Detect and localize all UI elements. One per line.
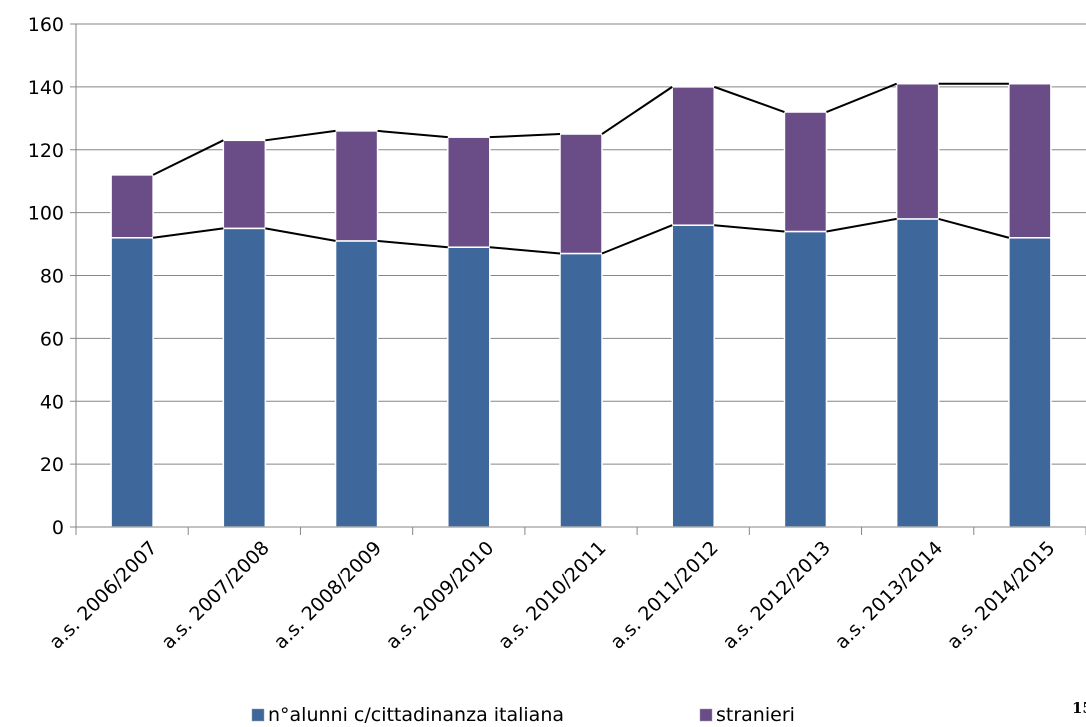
legend-swatch — [699, 708, 713, 722]
series-lines — [152, 82, 1010, 255]
series-line-italian-segment — [152, 227, 224, 239]
bar-foreign — [671, 86, 715, 226]
legend: n°alunni c/cittadinanza italiana stranier… — [251, 704, 795, 726]
series-line-italian-segment — [377, 239, 448, 249]
y-tick-label: 160 — [28, 14, 64, 36]
series-line-italian-segment — [938, 217, 1010, 239]
series-line-italian-segment — [826, 217, 897, 233]
x-tick-label: a.s. 2006/2007 — [45, 537, 162, 654]
x-tick-label: a.s. 2007/2008 — [157, 537, 274, 654]
legend-label: n°alunni c/cittadinanza italiana — [268, 704, 564, 726]
page-number: 15 — [1072, 699, 1086, 717]
series-line-italian-segment — [601, 224, 673, 255]
bar-italian — [559, 252, 603, 528]
bar-foreign — [559, 133, 603, 255]
y-tick-label: 120 — [28, 140, 64, 162]
series-line-total-segment — [152, 139, 224, 176]
x-tick-label: a.s. 2009/2010 — [382, 537, 499, 654]
legend-label: stranieri — [716, 704, 795, 726]
y-tick-label: 20 — [40, 454, 64, 476]
legend-swatch — [251, 708, 265, 722]
bars — [110, 82, 1052, 528]
series-line-total-segment — [265, 129, 336, 142]
x-tick-label: a.s. 2008/2009 — [270, 537, 387, 654]
bar-italian — [1008, 237, 1052, 528]
series-line-italian-segment — [714, 224, 785, 233]
series-line-total-segment — [489, 133, 561, 139]
y-tick-label: 60 — [40, 328, 64, 350]
bar-foreign — [222, 139, 267, 230]
bar-italian — [671, 224, 715, 528]
y-tick-label: 100 — [28, 203, 64, 225]
series-line-total-segment — [601, 86, 673, 135]
bar-italian — [334, 240, 379, 528]
y-tick-label: 0 — [52, 517, 64, 539]
x-tick-label: a.s. 2012/2013 — [718, 537, 835, 654]
x-tick-label: a.s. 2010/2011 — [494, 537, 611, 654]
y-tick-label: 40 — [40, 391, 64, 413]
x-tick-label: a.s. 2011/2012 — [606, 537, 723, 654]
bar-foreign — [783, 111, 828, 233]
x-tick-label: a.s. 2014/2015 — [943, 537, 1060, 654]
bar-italian — [110, 237, 154, 528]
series-line-total-segment — [377, 129, 448, 139]
bar-foreign — [334, 130, 379, 242]
series-line-total-segment — [826, 82, 898, 113]
bar-italian — [222, 227, 267, 528]
y-tick-label: 80 — [40, 266, 64, 288]
bar-foreign — [447, 136, 491, 248]
bar-foreign — [895, 82, 940, 220]
series-line-italian-segment — [265, 227, 336, 242]
bar-italian — [895, 218, 940, 528]
y-axis-ticks: 0 20 40 60 80 100 120 140 160 — [28, 14, 76, 539]
bar-foreign — [1008, 82, 1052, 239]
bar-italian — [783, 230, 828, 528]
bar-italian — [447, 246, 491, 528]
x-tick-label: a.s. 2013/2014 — [831, 537, 948, 654]
y-tick-label: 140 — [28, 77, 64, 99]
series-line-italian-segment — [489, 246, 561, 255]
bar-foreign — [110, 174, 154, 239]
series-line-total-segment — [713, 85, 785, 113]
axes — [75, 24, 1086, 535]
